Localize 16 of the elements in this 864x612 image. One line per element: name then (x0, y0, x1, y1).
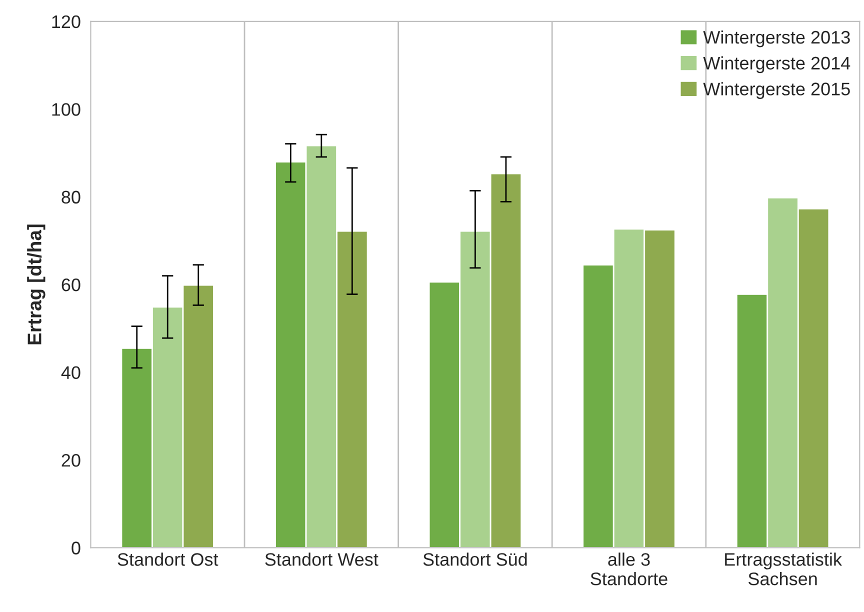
x-tick-label: Standort Süd (423, 552, 527, 566)
y-tick-label: 120 (52, 15, 80, 28)
y-tick-label: 20 (62, 454, 80, 467)
legend-label: Wintergerste 2014 (703, 56, 850, 74)
x-tick-label: Standort West (265, 552, 378, 566)
y-tick-label: 0 (72, 542, 80, 554)
x-tick-label: alle 3 Standorte (590, 552, 668, 586)
y-tick-label: 40 (61, 366, 80, 380)
x-tick-label: Ertragsstatistik Sachsen (725, 552, 842, 586)
y-axis-title: Ertrag [dt/ha] (27, 224, 46, 344)
y-tick-label: 60 (62, 278, 80, 292)
y-tick-label: 100 (52, 103, 80, 116)
legend-label: Wintergerste 2013 (703, 30, 850, 48)
y-tick-label: 80 (62, 190, 80, 204)
legend-label: Wintergerste 2015 (703, 82, 850, 99)
x-tick-label: Standort Ost (118, 552, 218, 566)
